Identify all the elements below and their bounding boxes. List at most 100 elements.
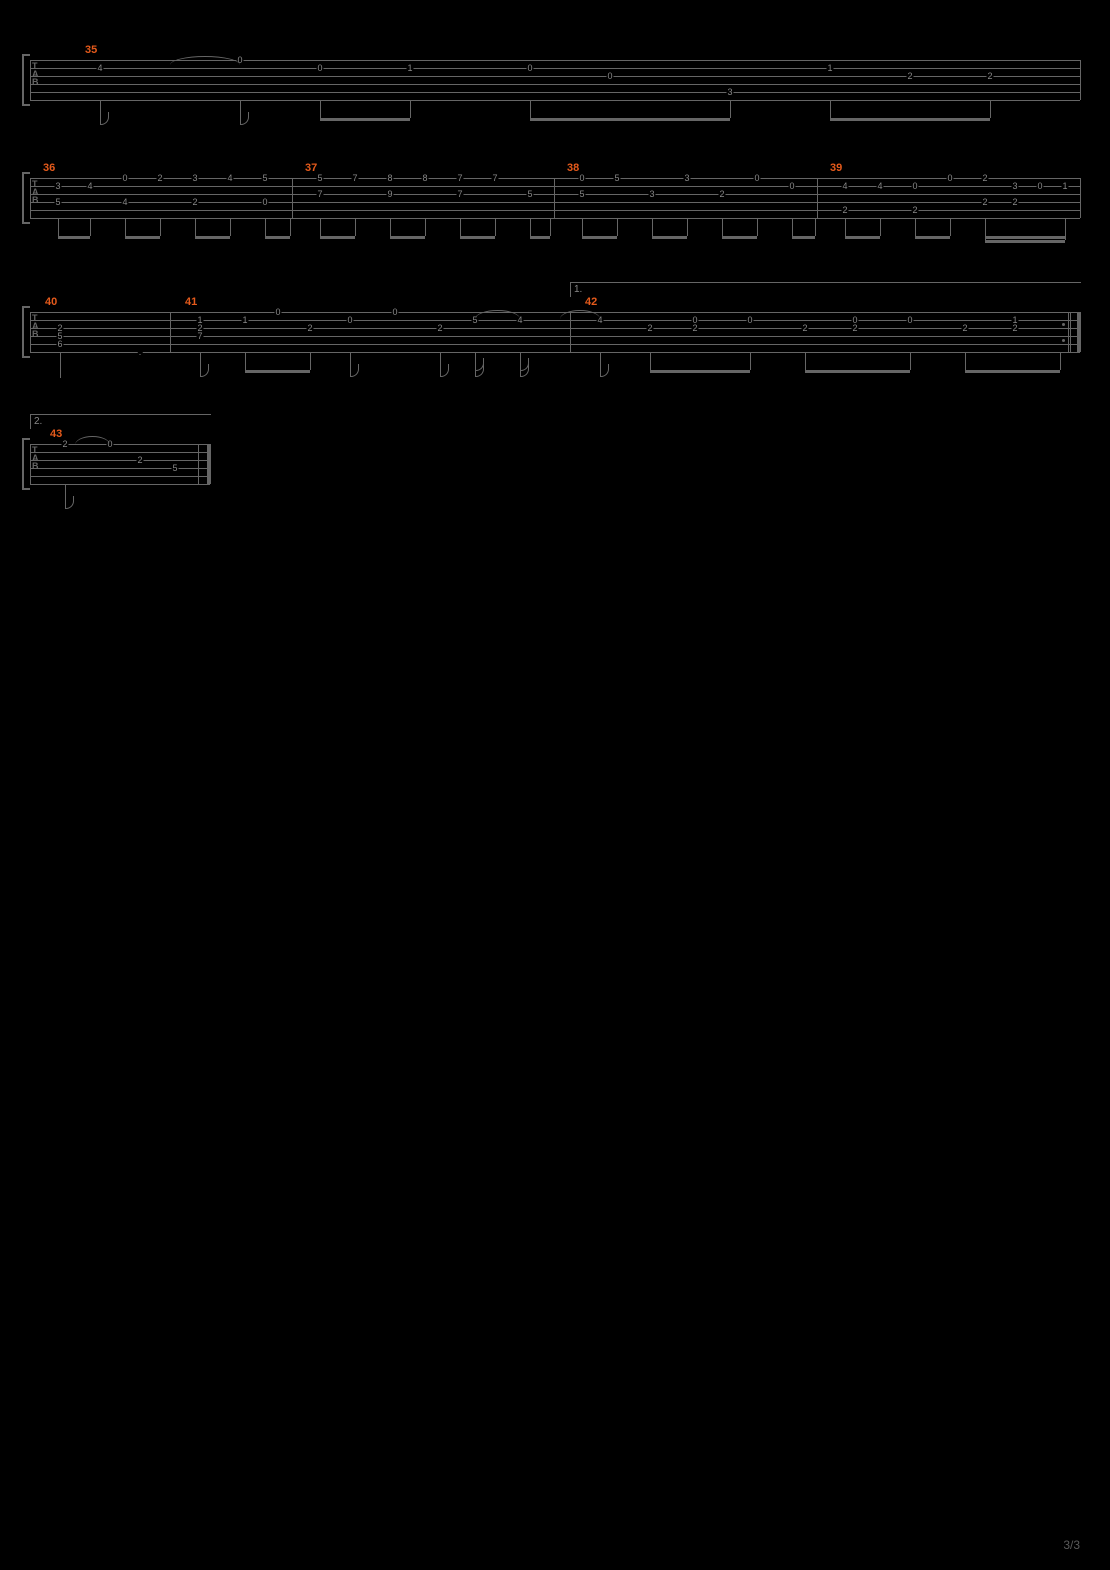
fret-number: 8	[386, 173, 393, 183]
staff-line	[30, 218, 1080, 219]
barline	[210, 444, 211, 484]
fret-number: 0	[753, 173, 760, 183]
final-barline	[207, 444, 210, 484]
beam	[320, 118, 410, 121]
note-stem	[265, 218, 266, 236]
staff-line	[30, 484, 210, 485]
fret-number: 0	[316, 63, 323, 73]
staff-line	[30, 178, 1080, 179]
tab-staff: TAB432025	[30, 444, 210, 484]
staff-line	[30, 328, 1080, 329]
note-stem	[792, 218, 793, 236]
note-stem	[320, 218, 321, 236]
beam	[582, 236, 617, 239]
repeat-dot	[1062, 339, 1065, 342]
measure-number: 39	[830, 162, 842, 174]
fret-number: 5	[171, 463, 178, 473]
tab-system: 1.TAB40256.411271020025442420202020212	[30, 312, 1080, 352]
staff-line	[30, 320, 1080, 321]
beam	[530, 118, 730, 121]
tab-system: 2.TAB432025	[30, 444, 210, 484]
beam	[390, 236, 425, 239]
fret-number: 2	[906, 71, 913, 81]
beam	[845, 236, 880, 239]
tie	[170, 56, 240, 65]
note-stem	[805, 352, 806, 370]
fret-number: 1	[1061, 181, 1068, 191]
barline	[1068, 312, 1069, 352]
note-stem	[915, 218, 916, 236]
staff-line	[30, 194, 1080, 195]
fret-number: 2	[1011, 323, 1018, 333]
fret-number: 6	[56, 339, 63, 349]
measure-number: 40	[45, 296, 57, 308]
note-flag	[350, 364, 359, 377]
system-bracket	[22, 172, 30, 224]
staff-line	[30, 92, 1080, 93]
note-stem	[965, 352, 966, 370]
note-stem	[687, 218, 688, 236]
staff-line	[30, 100, 1080, 101]
note-stem	[410, 100, 411, 118]
beam	[125, 236, 160, 239]
fret-number: 3	[726, 87, 733, 97]
beam	[805, 370, 910, 373]
staff-line	[30, 460, 210, 461]
note-stem	[757, 218, 758, 236]
tab-staff: TAB3635404232450375778987775380553320039…	[30, 178, 1080, 218]
fret-number: 2	[961, 323, 968, 333]
fret-number: 0	[788, 181, 795, 191]
staff-line	[30, 76, 1080, 77]
beam	[915, 236, 950, 239]
staff-line	[30, 444, 210, 445]
repeat-end-barline	[1077, 312, 1080, 352]
staff-line	[30, 202, 1080, 203]
note-stem	[845, 218, 846, 236]
fret-number: 1	[826, 63, 833, 73]
staff-line	[30, 68, 1080, 69]
fret-number: 7	[196, 331, 203, 341]
fret-number: 2	[718, 189, 725, 199]
note-stem	[880, 218, 881, 236]
fret-number: 0	[911, 181, 918, 191]
fret-number: 7	[456, 189, 463, 199]
staff-line	[30, 186, 1080, 187]
note-stem	[290, 218, 291, 236]
note-stem	[815, 218, 816, 236]
barline	[817, 178, 818, 218]
beam	[965, 370, 1060, 373]
volta-label: 2.	[34, 416, 42, 427]
note-flag	[200, 364, 209, 377]
fret-number: 2	[841, 205, 848, 215]
fret-number: 0	[526, 63, 533, 73]
barline	[1080, 178, 1081, 218]
barline	[30, 444, 31, 484]
note-stem	[990, 100, 991, 118]
fret-number: 0	[606, 71, 613, 81]
beam	[722, 236, 757, 239]
tab-system: TAB3635404232450375778987775380553320039…	[30, 178, 1080, 218]
beam	[830, 118, 990, 121]
measure-number: 43	[50, 428, 62, 440]
barline	[30, 178, 31, 218]
fret-number: 2	[191, 197, 198, 207]
fret-number: 2	[911, 205, 918, 215]
staff-line	[30, 84, 1080, 85]
note-stem	[460, 218, 461, 236]
staff-line	[30, 476, 210, 477]
volta-label: 1.	[574, 284, 582, 295]
note-flag	[440, 364, 449, 377]
note-stem	[985, 218, 986, 240]
fret-number: 0	[274, 307, 281, 317]
fret-number: 2	[436, 323, 443, 333]
fret-number: 0	[121, 173, 128, 183]
staff-line	[30, 336, 1080, 337]
tab-clef-label: TAB	[32, 446, 39, 470]
fret-number: 3	[683, 173, 690, 183]
measure-number: 37	[305, 162, 317, 174]
fret-number: 7	[491, 173, 498, 183]
beam	[985, 240, 1065, 243]
fret-number: 0	[906, 315, 913, 325]
barline	[1070, 312, 1071, 352]
measure-number: 38	[567, 162, 579, 174]
